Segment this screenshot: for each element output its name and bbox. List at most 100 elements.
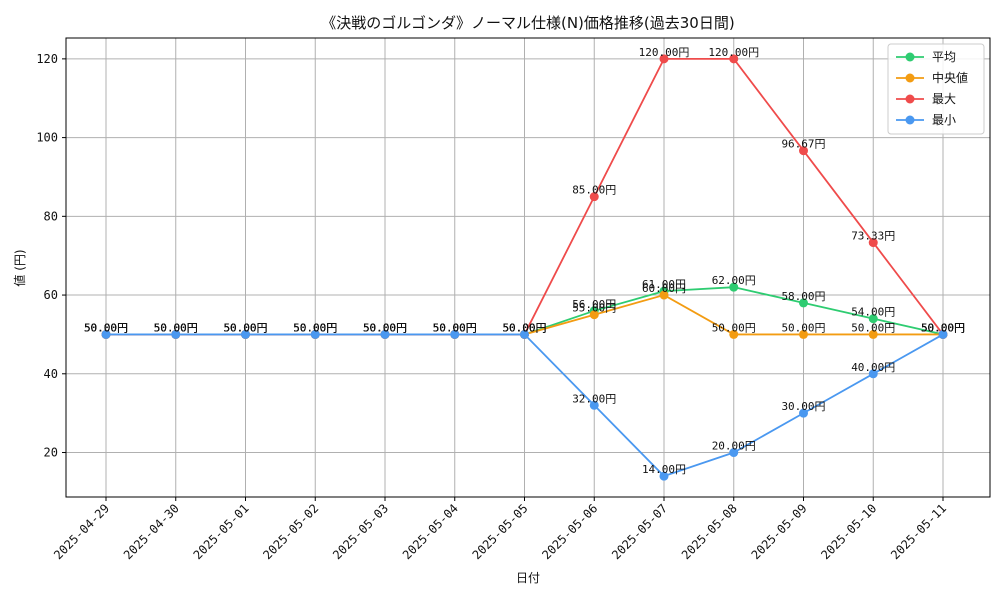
x-tick-label: 2025-04-29 [51, 501, 112, 562]
grid [66, 38, 990, 497]
data-label: 50.00円 [154, 321, 198, 334]
data-label: 50.00円 [84, 321, 128, 334]
data-label: 85.00円 [572, 184, 616, 197]
data-point [310, 329, 320, 339]
data-point [520, 329, 529, 339]
data-label: 40.00円 [851, 361, 895, 374]
legend-frame [887, 43, 985, 135]
data-label: 50.00円 [502, 321, 546, 334]
data-point [799, 146, 808, 156]
data-label: 56.00円 [572, 298, 616, 311]
data-label: 50.00円 [433, 321, 477, 334]
plot-frame [65, 37, 991, 498]
x-tick-label: 2025-05-08 [679, 501, 740, 562]
x-tick-label: 2025-05-06 [539, 501, 600, 562]
data-label: 50.00円 [223, 321, 267, 334]
data-point [729, 329, 739, 339]
data-label: 50.00円 [223, 321, 267, 334]
data-label: 120.00円 [639, 46, 690, 59]
data-point [450, 329, 460, 339]
data-label: 60.00円 [642, 282, 686, 295]
chart-title: 《決戦のゴルゴンダ》ノーマル仕様(N)価格推移(過去30日間) [321, 14, 734, 32]
data-point [589, 192, 599, 202]
legend-entry: 平均 [932, 50, 956, 64]
data-label: 61.00円 [642, 278, 686, 291]
data-point [241, 329, 250, 339]
data-label: 50.00円 [223, 321, 267, 334]
data-point [589, 400, 599, 410]
data-label: 120.00円 [708, 46, 759, 59]
data-label: 50.00円 [502, 321, 546, 334]
x-tick-label: 2025-05-11 [888, 501, 949, 562]
data-label: 50.00円 [363, 321, 407, 334]
legend-swatch-marker [905, 52, 915, 62]
data-label: 50.00円 [84, 321, 128, 334]
data-point [938, 329, 948, 339]
x-tick-label: 2025-04-30 [121, 501, 182, 562]
y-tick-label: 120 [36, 52, 58, 66]
legend-entry: 最小 [932, 113, 956, 127]
y-tick-label: 40 [44, 367, 58, 381]
data-point [729, 54, 739, 64]
y-ticks: 20 40 60 80 100 120 [36, 52, 66, 460]
data-label: 50.00円 [433, 321, 477, 334]
data-label: 32.00円 [572, 392, 616, 405]
data-point [868, 314, 878, 324]
data-point [380, 329, 390, 339]
data-label: 50.00円 [433, 321, 477, 334]
data-label: 54.00円 [851, 306, 895, 319]
data-label: 50.00円 [363, 321, 407, 334]
data-label: 50.00円 [851, 321, 895, 334]
data-point [729, 282, 739, 292]
data-label: 50.00円 [154, 321, 198, 334]
data-point [729, 448, 739, 458]
data-label: 50.00円 [84, 321, 128, 334]
data-label: 50.00円 [921, 321, 965, 334]
x-axis-label: 日付 [516, 571, 540, 585]
data-point [799, 329, 808, 339]
y-tick-label: 60 [44, 288, 58, 302]
data-label: 50.00円 [781, 321, 825, 334]
data-label: 62.00円 [712, 274, 756, 287]
data-point [868, 369, 878, 379]
data-point [799, 298, 808, 308]
data-label: 20.00円 [712, 440, 756, 453]
data-label: 50.00円 [712, 321, 756, 334]
data-label: 50.00円 [84, 321, 128, 334]
data-label: 50.00円 [293, 321, 337, 334]
data-label: 50.00円 [502, 321, 546, 334]
x-tick-label: 2025-05-09 [749, 501, 810, 562]
data-label: 50.00円 [293, 321, 337, 334]
data-label: 50.00円 [223, 321, 267, 334]
legend-swatch-marker [905, 94, 915, 104]
data-label: 50.00円 [363, 321, 407, 334]
data-point [171, 329, 181, 339]
data-label: 50.00円 [154, 321, 198, 334]
legend-swatch-marker [905, 73, 915, 83]
data-point [659, 290, 669, 300]
data-point [589, 310, 599, 320]
data-label: 50.00円 [154, 321, 198, 334]
legend-swatch-marker [905, 115, 915, 125]
data-label: 50.00円 [502, 321, 546, 334]
data-label: 50.00円 [363, 321, 407, 334]
data-point [659, 471, 669, 481]
legend-entry: 最大 [932, 92, 956, 106]
data-label: 96.67円 [781, 138, 825, 151]
data-labels: 50.00円 50.00円 50.00円 50.00円 50.00円 50.00円 50.0… [84, 46, 965, 476]
data-label: 50.00円 [293, 321, 337, 334]
y-tick-label: 80 [44, 209, 58, 223]
series-lines [101, 54, 948, 481]
x-tick-label: 2025-05-04 [400, 501, 461, 562]
data-label: 14.00円 [642, 463, 686, 476]
data-point [799, 408, 808, 418]
x-ticks: 2025-04-29 2025-04-30 2025-05-01 2025-05-02… [51, 497, 949, 562]
legend-entry: 中央値 [932, 70, 968, 85]
data-label: 58.00円 [781, 290, 825, 303]
x-tick-label: 2025-05-07 [609, 501, 670, 562]
data-point [868, 329, 878, 339]
data-point [868, 238, 878, 248]
